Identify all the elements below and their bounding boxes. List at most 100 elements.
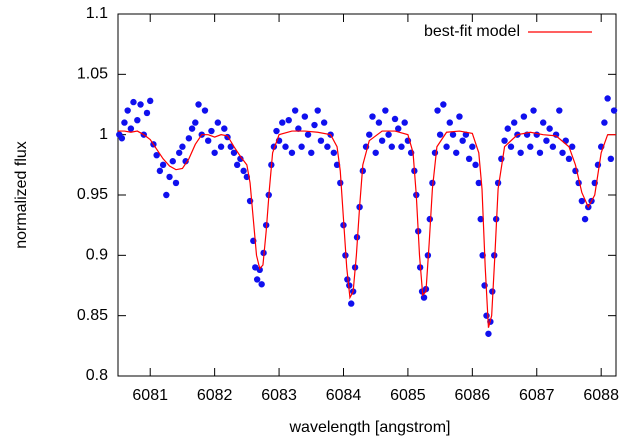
data-point <box>559 149 566 156</box>
x-tick-label: 6081 <box>132 387 168 404</box>
y-tick-label: 1.1 <box>86 5 108 22</box>
data-point <box>607 155 615 162</box>
data-point <box>156 167 164 175</box>
data-point <box>511 119 518 126</box>
data-point <box>465 155 473 162</box>
data-point <box>446 119 453 126</box>
data-point <box>233 161 241 169</box>
data-point <box>295 125 302 132</box>
data-point <box>217 143 225 150</box>
data-point <box>311 121 318 129</box>
data-point <box>172 179 180 187</box>
data-point <box>520 113 528 120</box>
data-point <box>456 113 463 120</box>
data-point <box>517 149 524 156</box>
data-point <box>562 137 569 144</box>
data-point <box>507 143 515 150</box>
data-point <box>420 294 428 301</box>
data-point <box>436 131 444 138</box>
y-axis-label: normalized flux <box>13 141 30 249</box>
data-point <box>501 137 508 144</box>
data-point <box>214 119 222 126</box>
data-point <box>230 149 238 156</box>
data-point <box>240 167 247 175</box>
data-point <box>543 137 550 144</box>
data-point <box>121 119 128 126</box>
x-axis-label: wavelength [angstrom] <box>289 419 451 436</box>
data-point <box>182 158 189 165</box>
x-tick-label: 6082 <box>197 387 233 404</box>
data-point <box>489 288 496 295</box>
model-line <box>118 130 616 328</box>
data-point <box>443 143 450 150</box>
y-tick-label: 0.9 <box>86 247 108 264</box>
data-point <box>337 179 344 187</box>
data-point <box>344 276 351 283</box>
data-point <box>366 131 373 138</box>
data-point <box>429 179 436 187</box>
data-point <box>324 143 331 150</box>
data-point <box>221 125 228 132</box>
data-point <box>285 116 292 124</box>
data-point <box>346 282 353 289</box>
data-point <box>401 119 408 126</box>
data-point <box>124 107 131 114</box>
data-point <box>536 149 544 156</box>
data-point <box>308 149 315 156</box>
data-point <box>317 137 325 144</box>
data-point <box>469 143 476 150</box>
data-point <box>169 158 176 165</box>
data-point <box>253 276 261 283</box>
data-point <box>388 143 396 150</box>
data-point <box>192 119 199 126</box>
plot-frame <box>117 13 617 377</box>
data-point <box>477 215 484 223</box>
data-point <box>134 116 141 124</box>
data-point <box>395 125 402 132</box>
data-point <box>372 149 379 156</box>
y-tick-label: 0.8 <box>86 367 108 384</box>
y-tick-label: 1 <box>99 126 108 143</box>
data-point <box>147 97 154 105</box>
data-point <box>375 119 383 126</box>
x-tick-label: 6087 <box>519 387 555 404</box>
data-point <box>581 215 589 223</box>
data-point <box>610 107 618 114</box>
data-point <box>258 281 265 288</box>
data-point <box>527 143 534 150</box>
data-point <box>288 149 296 156</box>
data-point <box>434 107 441 114</box>
data-point <box>369 113 376 120</box>
data-point <box>530 107 537 114</box>
x-tick-label: 6085 <box>390 387 426 404</box>
data-point <box>491 252 498 259</box>
data-point <box>211 149 218 156</box>
data-point <box>143 109 151 117</box>
y-tick-label: 0.85 <box>77 307 108 324</box>
data-point <box>208 127 215 135</box>
data-point <box>176 149 183 156</box>
data-point <box>440 101 447 108</box>
data-point <box>118 135 126 142</box>
data-point <box>159 161 167 169</box>
data-point <box>137 101 144 108</box>
data-point <box>195 101 202 108</box>
x-tick-label: 6084 <box>326 387 362 404</box>
data-point <box>453 149 460 156</box>
data-point <box>483 312 490 319</box>
x-tick-label: 6088 <box>583 387 619 404</box>
data-point <box>273 127 280 135</box>
data-point <box>601 119 608 126</box>
data-point <box>130 98 137 106</box>
x-tick-label: 6083 <box>261 387 297 404</box>
data-point <box>391 115 399 123</box>
data-point <box>179 143 186 150</box>
data-point <box>568 143 576 150</box>
y-tick-label: 0.95 <box>77 186 108 203</box>
data-point <box>578 197 586 205</box>
data-point <box>475 179 482 187</box>
data-point <box>204 137 212 144</box>
data-point <box>385 131 392 138</box>
data-point <box>330 149 338 156</box>
data-point <box>320 119 328 126</box>
